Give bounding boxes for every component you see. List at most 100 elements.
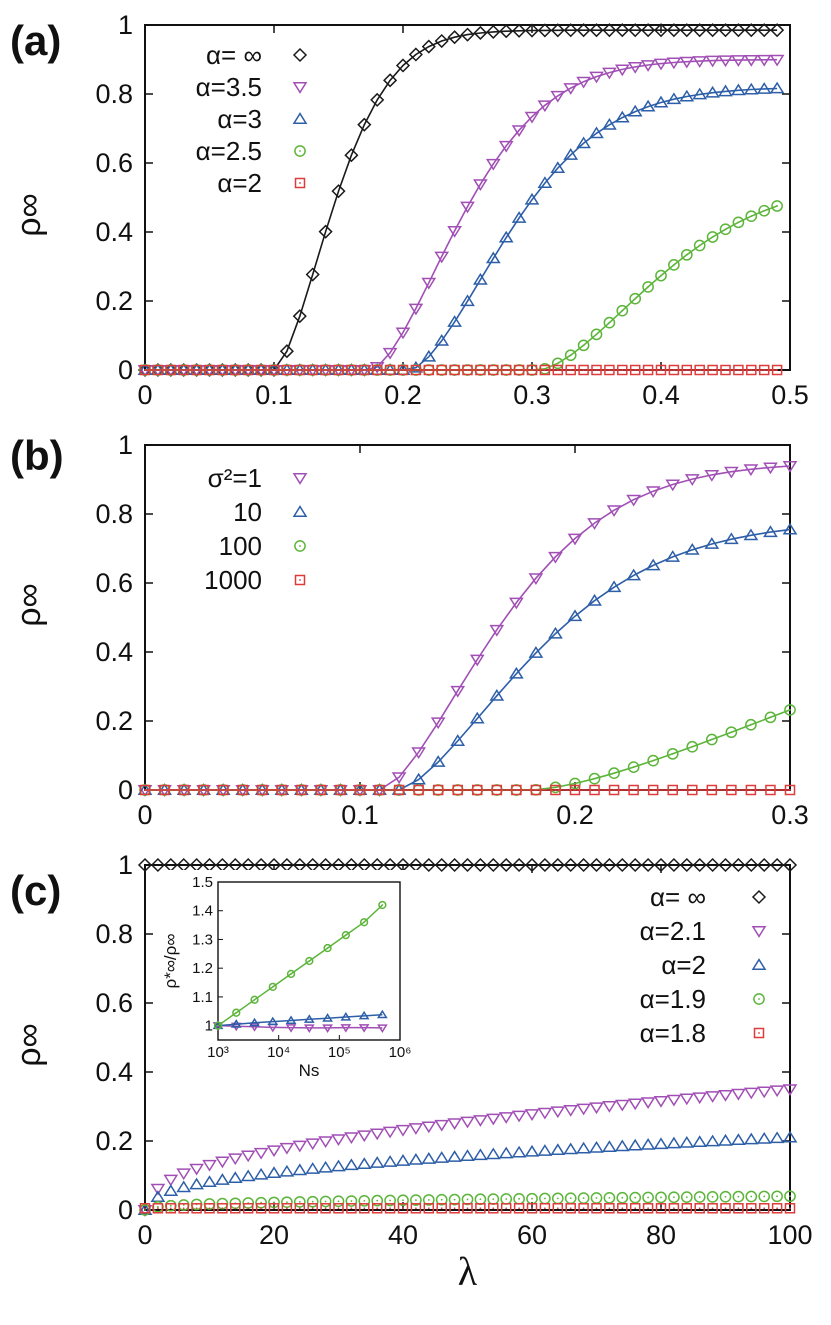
data-point <box>731 83 746 96</box>
data-point <box>731 1133 746 1146</box>
data-point <box>578 1203 589 1214</box>
data-point <box>395 1124 411 1137</box>
data-point-dot <box>440 1207 443 1210</box>
data-point <box>629 1203 641 1214</box>
data-point <box>305 1138 321 1151</box>
data-point <box>602 67 617 80</box>
data-point <box>642 1203 654 1214</box>
data-point <box>423 1203 435 1214</box>
data-point <box>692 857 707 873</box>
data-point-dot <box>531 1207 533 1210</box>
data-point-dot <box>776 369 778 371</box>
data-point <box>771 364 783 376</box>
data-point <box>461 1193 474 1206</box>
legend-marker <box>292 112 308 124</box>
data-point <box>513 1203 525 1214</box>
data-point <box>460 294 475 307</box>
data-point-dot <box>613 772 615 775</box>
data-point <box>640 99 656 112</box>
data-point-dot <box>495 789 498 791</box>
data-point <box>756 54 772 67</box>
panel-label: (a) <box>10 17 61 64</box>
data-point-dot <box>311 369 314 371</box>
inset-data-point <box>341 930 350 940</box>
inset-data-point <box>230 1019 242 1028</box>
data-point-dot <box>440 1198 443 1201</box>
data-point <box>397 1203 409 1214</box>
data-point <box>642 1191 654 1204</box>
data-point <box>268 1203 280 1214</box>
data-point-dot <box>789 1207 791 1210</box>
data-point <box>565 364 576 376</box>
data-point <box>588 772 601 785</box>
data-point <box>719 1190 732 1203</box>
data-point <box>408 47 423 62</box>
data-point <box>408 1153 424 1165</box>
data-point-dot <box>634 369 637 371</box>
x-tick-label: 0.5 <box>771 380 809 410</box>
x-tick-label: 0.4 <box>642 380 680 410</box>
legend-marker <box>751 958 767 970</box>
data-point <box>475 1203 486 1214</box>
data-point-dot <box>724 1207 727 1210</box>
data-point <box>743 464 759 477</box>
series-4: α=2 <box>139 168 783 376</box>
data-point <box>655 1191 667 1204</box>
data-point-dot <box>402 1199 404 1202</box>
data-point <box>565 1203 576 1214</box>
data-point <box>139 784 151 796</box>
data-point-dot <box>241 789 244 791</box>
data-point-dot <box>776 205 778 207</box>
legend-marker-dot <box>299 545 301 547</box>
data-point-dot <box>163 789 166 791</box>
y-tick-label: 1 <box>118 10 133 40</box>
data-point <box>550 784 561 796</box>
data-point-dot <box>320 789 322 791</box>
data-point <box>268 364 280 376</box>
data-point-dot <box>157 1205 159 1208</box>
data-point <box>485 1113 501 1126</box>
data-point-dot <box>582 1207 585 1210</box>
data-point <box>369 1128 385 1141</box>
data-point <box>576 857 591 873</box>
data-point <box>526 364 538 376</box>
data-point <box>333 1203 344 1214</box>
data-point <box>578 364 589 376</box>
data-point <box>653 23 669 38</box>
data-point-dot <box>673 1196 675 1199</box>
x-tick-label: 60 <box>517 1220 547 1250</box>
inset-data-point <box>268 982 277 992</box>
data-point-dot <box>169 369 172 371</box>
data-point-dot <box>698 1207 701 1210</box>
legend-label: α= ∞ <box>206 40 262 70</box>
data-point-dot <box>515 789 518 791</box>
data-point <box>279 344 294 359</box>
data-point <box>447 857 462 873</box>
data-point <box>237 784 248 796</box>
data-point-dot <box>144 369 146 371</box>
data-point <box>191 1203 202 1214</box>
legend-marker <box>753 993 765 1005</box>
data-point-dot <box>608 369 611 371</box>
data-point-dot <box>476 789 479 791</box>
x-tick-label: 40 <box>388 1220 418 1250</box>
data-point <box>472 784 483 796</box>
data-point <box>726 784 737 796</box>
inset-data-point <box>286 969 296 979</box>
data-point <box>150 1183 166 1196</box>
data-point <box>733 1203 744 1214</box>
series-1: α=3.5 <box>137 54 785 377</box>
data-point <box>744 23 759 38</box>
data-point <box>421 349 437 362</box>
data-point <box>410 1203 422 1214</box>
data-point-dot <box>711 1195 714 1198</box>
data-point <box>319 1195 332 1208</box>
data-point <box>705 85 720 98</box>
data-point <box>576 76 591 89</box>
data-point-dot <box>750 369 753 371</box>
data-point <box>591 364 602 376</box>
data-point <box>589 71 604 84</box>
data-point-dot <box>724 369 727 371</box>
inset-data-point-dot <box>253 998 256 1001</box>
data-point <box>589 1140 604 1153</box>
